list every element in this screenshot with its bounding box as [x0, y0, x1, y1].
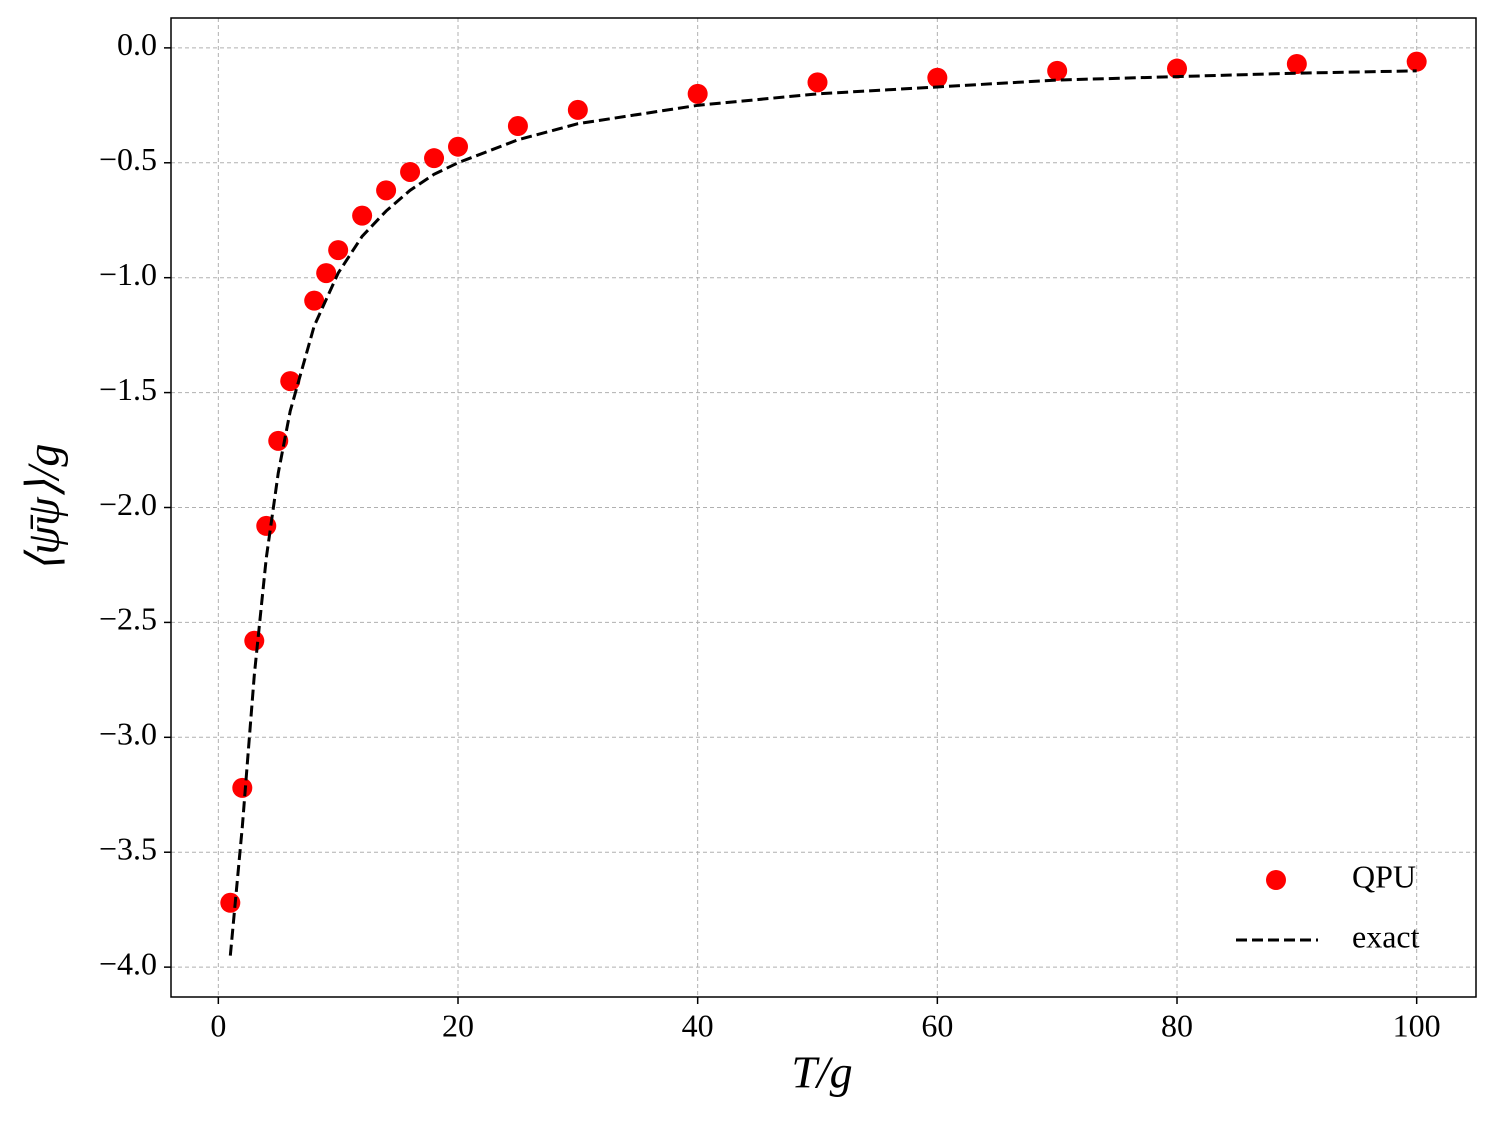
y-tick-label: 0.0 [117, 26, 157, 62]
data-point [927, 67, 948, 88]
data-point [687, 83, 708, 104]
data-point [1286, 53, 1307, 74]
y-tick-label: −1.5 [99, 371, 157, 407]
data-point [328, 240, 349, 261]
y-tick-label: −0.5 [99, 141, 157, 177]
plot-frame [170, 17, 1477, 998]
y-tick-label: −2.5 [99, 601, 157, 637]
x-tick-label: 100 [1393, 1007, 1441, 1043]
y-tick-label: −4.0 [99, 945, 157, 981]
data-point [376, 180, 397, 201]
y-tick-label: −2.0 [99, 486, 157, 522]
data-point [1047, 60, 1068, 81]
data-point [507, 116, 528, 137]
data-point [424, 148, 445, 169]
data-point [448, 136, 469, 157]
y-tick-label: −3.0 [99, 716, 157, 752]
x-tick-label: 20 [442, 1007, 474, 1043]
data-point [352, 205, 373, 226]
x-tick-label: 0 [210, 1007, 226, 1043]
data-point [1406, 51, 1427, 72]
data-line [228, 69, 1417, 956]
y-tick-label: −3.5 [99, 831, 157, 867]
legend-marker [1266, 870, 1286, 890]
data-point [316, 263, 337, 284]
y-axis-label: ⟨ψ̄ψ⟩/g [18, 444, 69, 573]
data-point [232, 777, 253, 798]
data-point [567, 99, 588, 120]
x-axis-label: T/g [791, 1047, 852, 1098]
data-point [304, 290, 325, 311]
data-point [280, 371, 301, 392]
data-point [400, 161, 421, 182]
y-tick-label: −1.0 [99, 256, 157, 292]
data-point [807, 72, 828, 93]
x-tick-label: 80 [1161, 1007, 1193, 1043]
data-point [220, 892, 241, 913]
legend-label: exact [1352, 918, 1420, 954]
data-point [244, 630, 265, 651]
x-tick-label: 40 [682, 1007, 714, 1043]
legend-label: QPU [1352, 858, 1416, 894]
x-tick-label: 60 [921, 1007, 953, 1043]
data-point [1167, 58, 1188, 79]
